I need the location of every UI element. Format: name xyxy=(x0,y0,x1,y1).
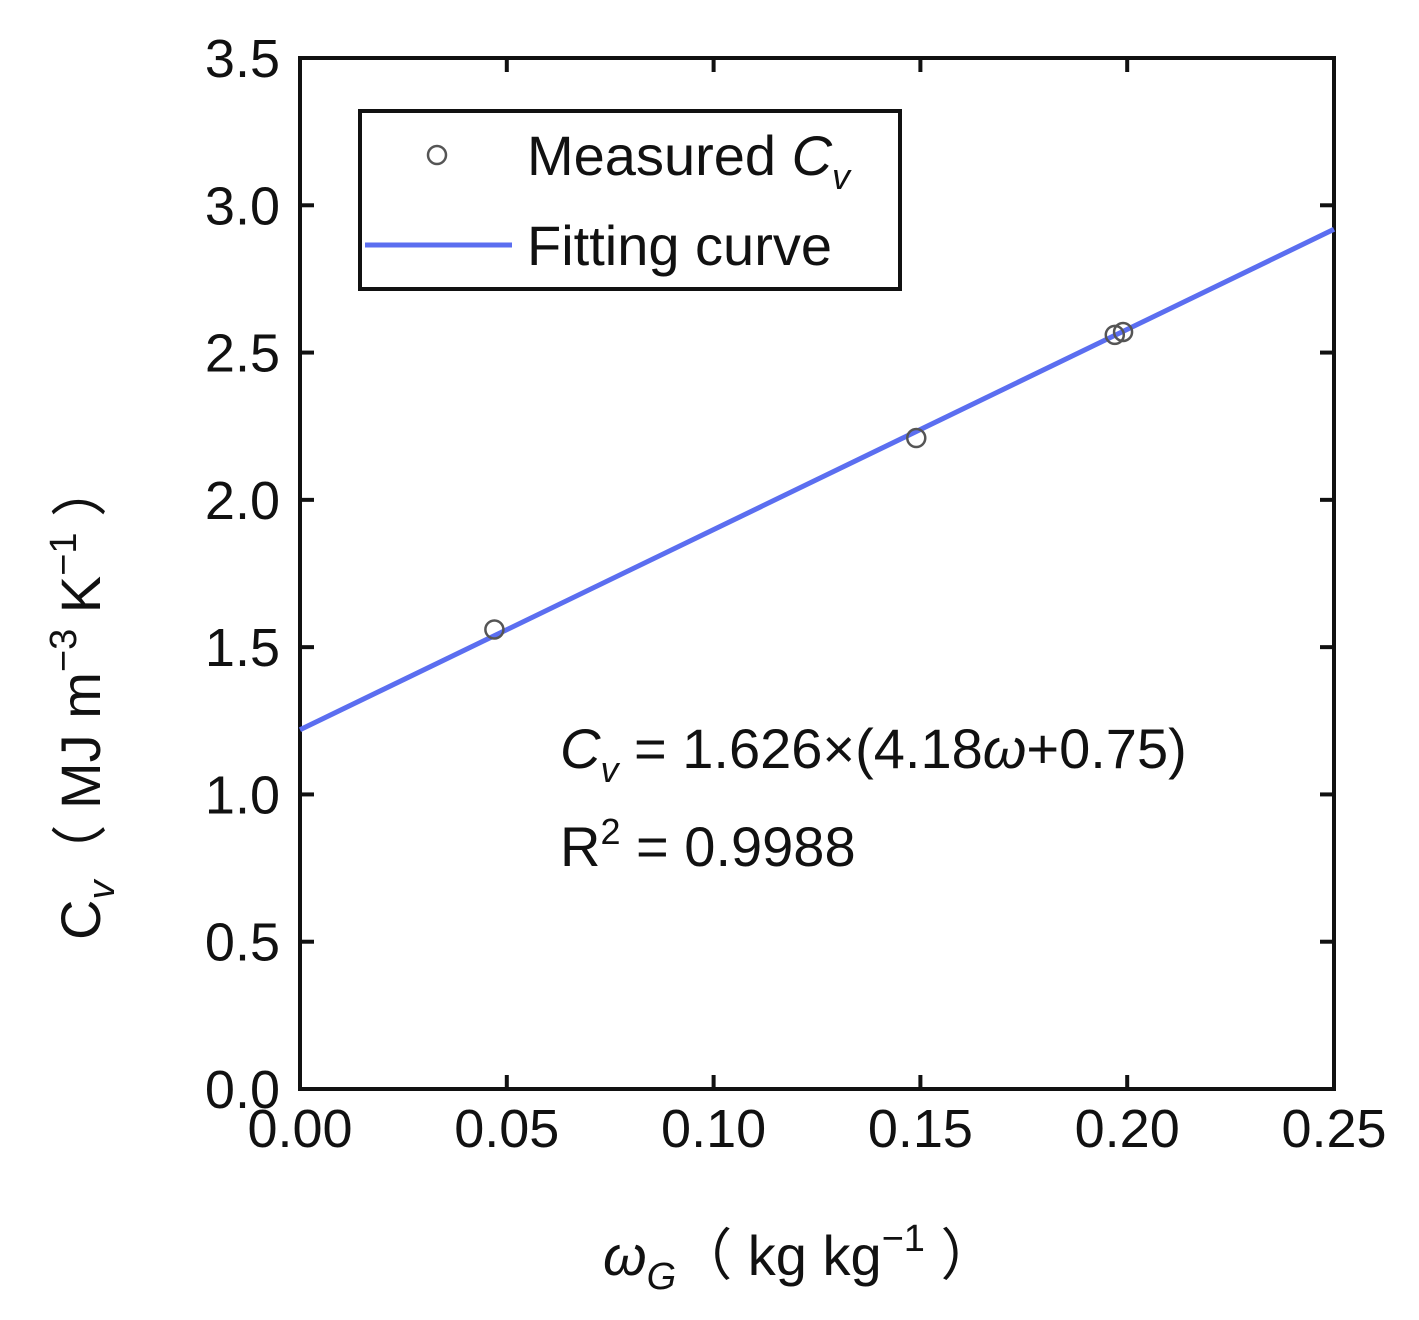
x-tick-label: 0.25 xyxy=(1281,1099,1386,1159)
legend-label-measured-main: Measured xyxy=(527,124,792,187)
fit-equation-sub: v xyxy=(600,749,620,790)
legend: Measured Cv Fitting curve xyxy=(358,109,902,291)
x-axis-title-unit-sup: −1 xyxy=(882,1218,925,1260)
fit-equation-part2: +0.75) xyxy=(1026,717,1186,780)
fit-equation-omega: ω xyxy=(983,717,1027,780)
y-tick-label: 1.0 xyxy=(205,765,280,825)
x-tick-label: 0.15 xyxy=(868,1099,973,1159)
y-tick-label: 3.0 xyxy=(205,176,280,236)
measured-point xyxy=(906,427,927,449)
x-axis-title-unit-close: ） xyxy=(925,1224,997,1287)
legend-label-measured-sub: v xyxy=(832,156,852,197)
measured-point xyxy=(1112,321,1134,343)
fitting-curve-line xyxy=(298,227,1336,733)
legend-box xyxy=(358,109,902,291)
x-tick-label: 0.00 xyxy=(247,1099,352,1159)
y-axis-title-unit-close: ） xyxy=(49,461,112,533)
legend-label-fitting: Fitting curve xyxy=(527,214,832,277)
measured-point xyxy=(484,619,505,640)
y-axis-title-sub: v xyxy=(81,879,123,900)
x-axis-title-sub: G xyxy=(647,1256,677,1298)
plot-area-frame xyxy=(298,56,1336,1091)
x-axis-title-unit-open: （ kg kg xyxy=(676,1224,881,1287)
y-tick-label: 2.0 xyxy=(205,471,280,531)
x-tick-label: 0.10 xyxy=(661,1099,766,1159)
legend-label-measured-symbol: C xyxy=(792,124,833,187)
y-tick-label: 0.0 xyxy=(205,1060,280,1120)
x-tick-label: 0.20 xyxy=(1075,1099,1180,1159)
legend-marker-measured xyxy=(426,144,448,166)
x-axis-title-symbol: ω xyxy=(603,1224,647,1287)
r-squared-sup: 2 xyxy=(600,811,620,852)
y-axis-title-unit-mid: K xyxy=(49,576,112,629)
y-tick-label: 2.5 xyxy=(205,324,280,384)
measured-point xyxy=(1104,324,1126,346)
r-squared-value: = 0.9988 xyxy=(620,815,855,878)
y-axis-title-unit-sup2: −1 xyxy=(43,533,85,576)
y-axis-title-symbol: C xyxy=(49,900,112,940)
fit-equation-part1: = 1.626×(4.18 xyxy=(618,717,982,780)
fit-equation: Cv = 1.626×(4.18ω+0.75) xyxy=(560,717,1187,790)
x-tick-label: 0.05 xyxy=(454,1099,559,1159)
y-tick-label: 1.5 xyxy=(205,618,280,678)
r-squared: R2 = 0.9988 xyxy=(560,811,856,878)
fit-equation-symbol: C xyxy=(560,717,601,780)
y-axis-title: Cv（ MJ m−3 K−1 ） xyxy=(43,461,123,940)
y-axis-title-unit-sup1: −3 xyxy=(43,629,85,672)
legend-label-measured: Measured Cv xyxy=(527,124,852,197)
y-tick-label: 3.5 xyxy=(205,29,280,89)
r-squared-label: R xyxy=(560,815,600,878)
y-axis-title-unit-open: （ MJ m xyxy=(49,672,112,880)
y-tick-label: 0.5 xyxy=(205,913,280,973)
x-axis-title: ωG（ kg kg−1 ） xyxy=(603,1218,996,1298)
